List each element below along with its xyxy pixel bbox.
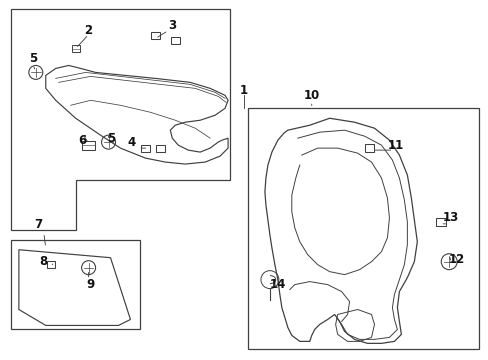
Text: 7: 7 <box>35 218 43 231</box>
Text: 10: 10 <box>303 89 319 102</box>
Bar <box>156 145 164 152</box>
Text: 5: 5 <box>29 52 37 65</box>
Bar <box>82 141 95 150</box>
Text: 2: 2 <box>84 24 93 37</box>
Text: 9: 9 <box>86 278 95 291</box>
Text: 13: 13 <box>442 211 458 224</box>
Bar <box>435 218 446 226</box>
Text: 12: 12 <box>448 253 465 266</box>
Text: 4: 4 <box>127 136 135 149</box>
Text: 5: 5 <box>107 132 115 145</box>
Bar <box>151 32 160 39</box>
Text: 11: 11 <box>386 139 403 152</box>
Bar <box>72 45 80 53</box>
Text: 6: 6 <box>79 134 86 147</box>
Text: 3: 3 <box>168 19 176 32</box>
Bar <box>141 145 149 152</box>
Text: 1: 1 <box>240 84 247 97</box>
Bar <box>47 261 55 268</box>
Text: 14: 14 <box>269 278 285 291</box>
Bar <box>170 37 180 44</box>
Bar <box>364 144 374 152</box>
Text: 8: 8 <box>40 255 48 268</box>
